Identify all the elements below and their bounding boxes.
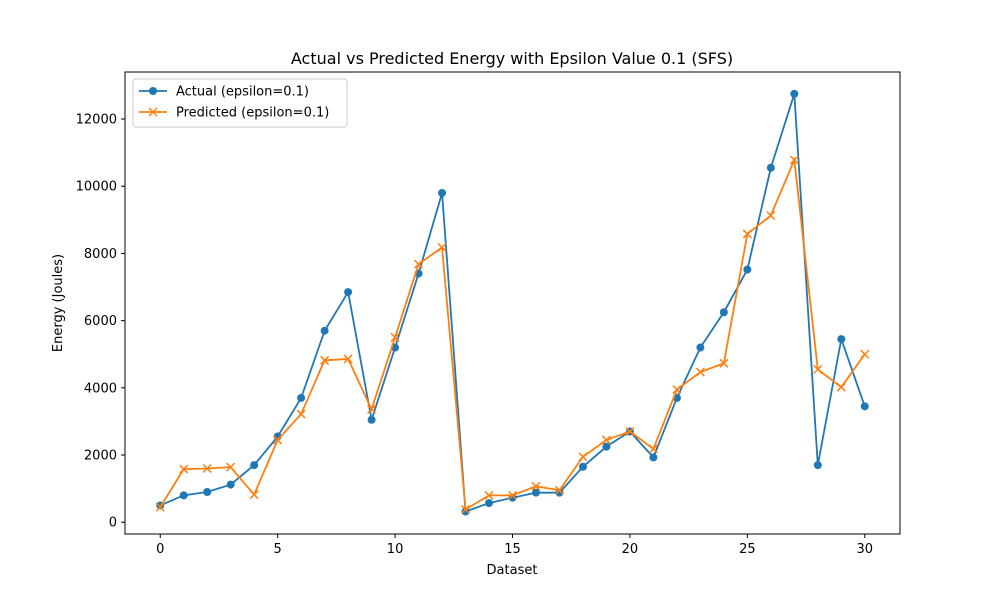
y-tick-label: 2000 (84, 449, 117, 464)
data-point-marker (390, 332, 400, 342)
data-point-marker (320, 355, 330, 365)
data-point-marker (719, 358, 729, 368)
data-point-marker (226, 462, 236, 472)
data-point-marker (179, 464, 189, 474)
chart-title: Actual vs Predicted Energy with Epsilon … (291, 49, 733, 68)
data-point-marker (226, 480, 235, 489)
data-point-marker (149, 87, 157, 95)
data-point-marker (484, 490, 494, 500)
data-point-marker (296, 409, 306, 419)
data-point-marker (507, 490, 518, 500)
y-axis: 0 2000 4000 6000 8000 10000 12000 (76, 113, 125, 531)
data-point-marker (203, 488, 212, 496)
x-axis-title: Dataset (487, 563, 538, 578)
plot-area-frame (124, 71, 901, 535)
data-point-marker (531, 488, 540, 497)
data-point-marker (578, 462, 587, 471)
data-point-marker (836, 382, 846, 392)
data-point-marker (790, 89, 799, 98)
data-point-marker (437, 242, 447, 252)
data-point-marker (743, 265, 752, 274)
data-point-marker (649, 453, 658, 462)
data-point-marker (155, 502, 165, 512)
y-tick-label: 0 (109, 516, 117, 531)
data-point-marker (719, 308, 728, 317)
data-point-marker (766, 210, 776, 221)
y-axis-title: Energy (Joules) (51, 254, 66, 352)
data-point-marker (860, 402, 869, 411)
data-point-marker (813, 461, 822, 470)
data-point-marker (789, 155, 799, 165)
data-point-marker (250, 461, 259, 470)
data-point-marker (531, 481, 541, 491)
data-point-marker (672, 384, 682, 395)
series-layer (155, 89, 870, 516)
y-tick-label: 8000 (84, 247, 117, 262)
data-point-marker (648, 444, 658, 454)
data-point-marker (343, 354, 353, 364)
data-point-marker (485, 499, 494, 508)
x-tick-label: 15 (504, 542, 521, 557)
y-tick-label: 10000 (76, 180, 117, 195)
data-point-marker (148, 107, 158, 117)
data-point-marker (249, 490, 259, 500)
data-point-marker (273, 435, 283, 445)
data-point-marker (860, 349, 870, 359)
data-point-marker (742, 229, 752, 239)
data-point-marker (414, 259, 424, 269)
y-tick-label: 6000 (84, 314, 117, 329)
data-point-marker (438, 188, 447, 197)
data-point-marker (837, 335, 846, 344)
x-tick-label: 25 (739, 542, 756, 557)
legend-label: Predicted (epsilon=0.1) (176, 106, 329, 121)
x-tick-label: 5 (274, 542, 282, 557)
data-point-marker (766, 163, 775, 172)
data-point-marker (813, 364, 823, 374)
series-line (159, 156, 866, 511)
series-line (159, 93, 866, 513)
data-point-marker (554, 485, 565, 495)
data-point-marker (202, 463, 212, 474)
data-point-marker (297, 393, 306, 402)
legend: Actual (epsilon=0.1) Predicted (epsilon=0… (132, 78, 348, 128)
data-point-marker (695, 367, 705, 377)
y-tick-label: 4000 (84, 381, 117, 396)
x-tick-label: 30 (856, 542, 873, 557)
data-point-marker (696, 343, 705, 352)
data-point-marker (344, 288, 353, 297)
x-tick-label: 20 (622, 542, 639, 557)
data-point-marker (179, 491, 188, 500)
data-point-marker (320, 326, 329, 335)
legend-box (132, 78, 348, 128)
series-group (156, 89, 869, 516)
y-tick-label: 12000 (76, 113, 117, 128)
data-point-marker (367, 415, 376, 424)
legend-label: Actual (epsilon=0.1) (176, 85, 309, 100)
data-point-marker (625, 426, 635, 437)
data-point-marker (602, 442, 611, 451)
data-point-marker (460, 504, 471, 515)
x-tick-label: 0 (156, 542, 164, 557)
data-point-marker (601, 435, 611, 445)
data-point-marker (367, 404, 377, 414)
data-point-marker (578, 452, 588, 462)
x-axis: 0 5 10 15 20 25 30 (156, 534, 873, 557)
data-point-marker (461, 507, 470, 516)
series-group (155, 155, 870, 515)
x-tick-label: 10 (387, 542, 404, 557)
